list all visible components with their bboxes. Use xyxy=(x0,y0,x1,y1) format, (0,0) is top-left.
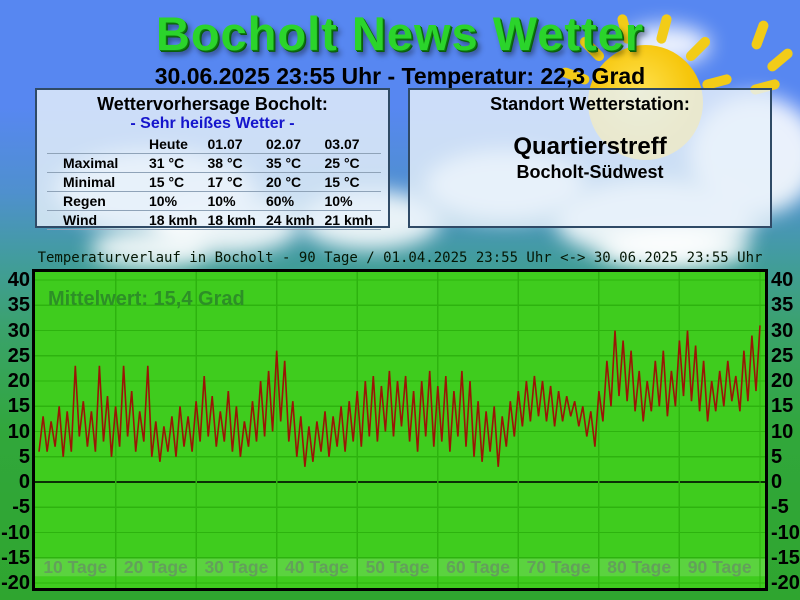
station-name: Quartierstreff xyxy=(513,133,667,160)
y-axis-tick-label: 15 xyxy=(7,395,30,417)
forecast-value: 31 °C xyxy=(147,153,206,173)
temperature-chart: 10 Tage 20 Tage 30 Tage 40 Tage 50 Tage 60 Ta… xyxy=(32,269,768,591)
forecast-value: 17 °C xyxy=(205,172,264,192)
y-axis-tick-label: -10 xyxy=(771,522,800,544)
forecast-row-label: Minimal xyxy=(47,172,147,192)
forecast-column-header: Heute xyxy=(147,135,206,154)
y-axis-tick-label: 35 xyxy=(7,294,30,316)
x-axis-tick-label: 60 Tage xyxy=(446,557,510,577)
forecast-row-label: Regen xyxy=(47,191,147,211)
y-axis-tick-label: 30 xyxy=(7,320,30,342)
chart-plot-area: 10 Tage 20 Tage 30 Tage 40 Tage 50 Tage 60 Ta… xyxy=(35,272,765,588)
y-axis-tick-label: -15 xyxy=(1,547,30,569)
y-axis-tick-label: 15 xyxy=(771,395,794,417)
table-header-row: Heute 01.07 02.07 03.07 xyxy=(47,135,381,154)
y-axis-tick-label: 35 xyxy=(771,294,794,316)
y-axis-tick-label: -5 xyxy=(12,496,30,518)
forecast-row-label: Wind xyxy=(47,210,147,230)
x-axis-tick-label: 20 Tage xyxy=(124,557,188,577)
forecast-value: 20 °C xyxy=(264,172,323,192)
forecast-column-header: 01.07 xyxy=(205,135,264,154)
mean-value-label: Mittelwert: 15,4 Grad xyxy=(48,288,245,310)
table-row: Regen 10% 10% 60% 10% xyxy=(47,191,381,211)
header-subtitle: 30.06.2025 23:55 Uhr - Temperatur: 22,3 … xyxy=(154,63,646,89)
forecast-value: 15 °C xyxy=(322,172,381,192)
y-axis-tick-label: 0 xyxy=(771,471,783,493)
y-axis-tick-label: 5 xyxy=(771,446,783,468)
x-axis-tick-label: 40 Tage xyxy=(285,557,349,577)
page-title: Bocholt News Wetter xyxy=(155,7,645,60)
y-axis-tick-label: 0 xyxy=(18,471,30,493)
table-row: Minimal 15 °C 17 °C 20 °C 15 °C xyxy=(47,172,381,192)
station-title: Standort Wetterstation: xyxy=(490,94,690,114)
x-axis-tick-label: 70 Tage xyxy=(527,557,591,577)
y-axis-tick-label: -5 xyxy=(771,496,789,518)
x-axis-tick-label: 30 Tage xyxy=(204,557,268,577)
x-axis-tick-label: 80 Tage xyxy=(607,557,671,577)
forecast-column-header: 02.07 xyxy=(264,135,323,154)
forecast-value: 35 °C xyxy=(264,153,323,173)
y-axis-tick-label: 20 xyxy=(771,370,794,392)
x-axis-tick-label: 50 Tage xyxy=(366,557,430,577)
forecast-value: 60% xyxy=(264,191,323,211)
forecast-subtitle: - Sehr heißes Wetter - xyxy=(130,115,295,132)
table-row: Wind 18 kmh 18 kmh 24 kmh 21 kmh xyxy=(47,210,381,230)
y-axis-tick-label: 10 xyxy=(7,421,30,443)
forecast-value: 21 kmh xyxy=(322,210,381,230)
forecast-column-header: 03.07 xyxy=(322,135,381,154)
temperature-line xyxy=(38,325,761,467)
y-axis-tick-label: 25 xyxy=(7,345,30,367)
forecast-row-label: Maximal xyxy=(47,153,147,173)
station-district: Bocholt-Südwest xyxy=(516,162,664,182)
x-axis-tick-label: 10 Tage xyxy=(43,557,107,577)
forecast-title: Wettervorhersage Bocholt: xyxy=(97,94,328,114)
table-row: Maximal 31 °C 38 °C 35 °C 25 °C xyxy=(47,153,381,173)
y-axis-tick-label: 10 xyxy=(771,421,794,443)
y-axis-tick-label: 5 xyxy=(18,446,30,468)
y-axis-tick-label: -10 xyxy=(1,522,30,544)
y-axis-tick-label: 30 xyxy=(771,320,794,342)
forecast-box: Wettervorhersage Bocholt: - Sehr heißes … xyxy=(35,88,390,230)
forecast-value: 10% xyxy=(147,191,206,211)
cloud-icon xyxy=(600,228,750,268)
y-axis-tick-label: -20 xyxy=(1,572,30,594)
y-axis-tick-label: -20 xyxy=(771,572,800,594)
forecast-value: 18 kmh xyxy=(205,210,264,230)
station-box: Standort Wetterstation: Quartierstreff B… xyxy=(408,88,772,228)
forecast-value: 24 kmh xyxy=(264,210,323,230)
forecast-value: 18 kmh xyxy=(147,210,206,230)
forecast-table: Heute 01.07 02.07 03.07 Maximal 31 °C 38 °C 35 … xyxy=(47,135,381,230)
forecast-value: 38 °C xyxy=(205,153,264,173)
forecast-value: 15 °C xyxy=(147,172,206,192)
forecast-value: 10% xyxy=(322,191,381,211)
y-axis-tick-label: -15 xyxy=(771,547,800,569)
y-axis-tick-label: 40 xyxy=(771,269,794,291)
forecast-column-header xyxy=(47,135,147,154)
x-axis-tick-label: 90 Tage xyxy=(688,557,752,577)
cloud-icon xyxy=(90,228,210,268)
y-axis-tick-label: 40 xyxy=(7,269,30,291)
y-axis-tick-label: 25 xyxy=(771,345,794,367)
header: Bocholt News Wetter 30.06.2025 23:55 Uhr… xyxy=(0,0,800,90)
forecast-value: 25 °C xyxy=(322,153,381,173)
x-label-band xyxy=(35,557,765,577)
forecast-value: 10% xyxy=(205,191,264,211)
chart-title: Temperaturverlauf in Bocholt - 90 Tage /… xyxy=(37,250,763,266)
y-axis-tick-label: 20 xyxy=(7,370,30,392)
